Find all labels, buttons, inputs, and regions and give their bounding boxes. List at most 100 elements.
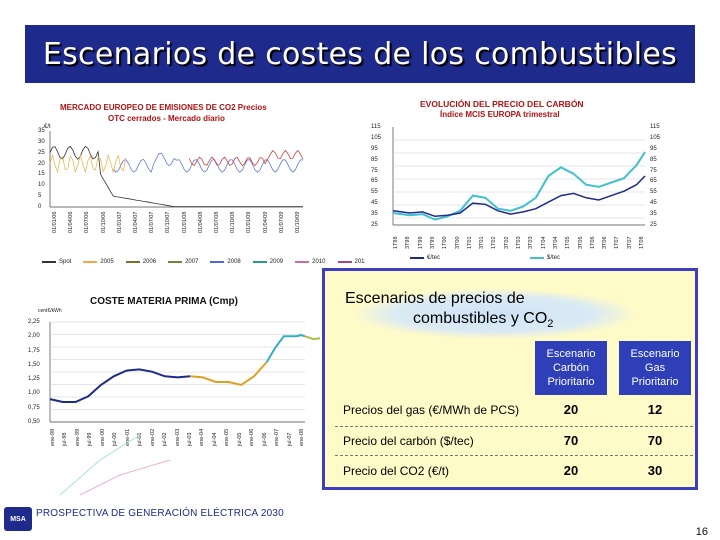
legend-label: 2005: [100, 259, 114, 265]
coal-y-tick-right: 75: [650, 167, 657, 174]
cmp-chart-title: COSTE MATERIA PRIMA (Cmp): [90, 296, 238, 307]
co2-legend-item: 2010: [295, 259, 326, 265]
legend-swatch: [252, 261, 267, 263]
legend-label: 2007: [185, 259, 199, 265]
coal-legend-item: €/tec: [410, 255, 440, 261]
coal-y-tick-right: 95: [650, 145, 657, 152]
legend-swatch: [83, 261, 98, 263]
page-number: 16: [695, 526, 708, 538]
cmp-series-latest: [304, 335, 320, 341]
coal-legend: €/tec $/tec: [410, 255, 560, 261]
title-bar: Escenarios de costes de los combustibles: [25, 25, 695, 83]
legend-label: 2008: [227, 259, 241, 265]
row-gas-carbon: 20: [563, 402, 579, 417]
scenarios-title-line2: combustibles y CO: [413, 310, 548, 327]
row-coal-label: Precio del carbón ($/tec): [343, 434, 474, 448]
cmp-y-tick: 0,50: [28, 419, 40, 425]
coal-y-tick-left: 75: [371, 167, 378, 174]
row-co2-gas: 30: [647, 463, 663, 478]
coal-y-tick-right: 65: [650, 178, 657, 185]
coal-y-tick-right: 85: [650, 156, 657, 163]
legend-label: Spot: [59, 259, 72, 265]
cmp-series-rise: [265, 334, 306, 363]
legend-label: 2009: [269, 259, 284, 265]
cmp-y-tick: 1,25: [28, 376, 40, 383]
cmp-y-tick: 1,00: [28, 390, 40, 397]
coal-plot: [392, 127, 646, 226]
co2-y-tick: 10: [38, 182, 45, 189]
co2-y-tick: 20: [38, 160, 45, 167]
co2-y-tick: 5: [38, 193, 42, 200]
title-highlight: [355, 289, 635, 339]
coal-y-tick-left: 85: [371, 156, 378, 163]
coal-chart: EVOLUCIÓN DEL PRECIO DEL CARBÓN Índice M…: [365, 95, 695, 270]
legend-label: 2006: [142, 259, 157, 265]
legend-swatch: [125, 261, 140, 263]
cmp-y-tick: 0,75: [28, 404, 40, 411]
coal-y-tick-right: 25: [650, 222, 657, 228]
coal-y-tick-left: 45: [371, 200, 378, 207]
coal-y-tick-left: 95: [371, 145, 378, 152]
co2-legend-item: 2011: [337, 259, 368, 265]
scenarios-title-line2-wrap: combustibles y CO2: [345, 309, 553, 334]
legend-swatch: [530, 257, 545, 259]
row-co2-carbon: 20: [563, 463, 579, 478]
co2-series-spot: [49, 145, 303, 207]
co2-y-tick: 35: [38, 128, 45, 134]
co2-legend-item: 2009: [252, 259, 284, 265]
co2-legend-item: 2006: [125, 259, 157, 265]
co2-series-2005: [49, 153, 127, 174]
footer-logo: MSA: [4, 507, 32, 531]
legend-label: €/tec: [427, 255, 441, 261]
coal-y-tick-left: 65: [371, 178, 378, 185]
co2-legend-item: 2007: [168, 259, 198, 265]
legend-label: 2011: [354, 259, 368, 265]
scenarios-title: Escenarios de precios de combustibles y …: [345, 289, 553, 334]
co2-plot: [49, 131, 304, 208]
cmp-chart: COSTE MATERIA PRIMA (Cmp) cent€/kWh 2,25…: [20, 290, 320, 500]
cmp-y-tick: 1,50: [28, 361, 40, 368]
legend-swatch: [168, 261, 183, 263]
cmp-plot: [49, 321, 320, 496]
co2-chart-subtitle: OTC cerrados - Mercado diario: [108, 114, 225, 123]
cmp-series-historic: [49, 368, 191, 403]
legend-label: $/tec: [547, 255, 561, 261]
coal-y-tick-right: 35: [650, 211, 657, 218]
row-divider: [335, 426, 693, 427]
legend-swatch: [42, 261, 56, 263]
co2-y-tick: 15: [38, 171, 45, 178]
slide-title: Escenarios de costes de los combustibles: [42, 36, 678, 72]
row-coal-gas: 70: [647, 433, 663, 448]
co2-chart: MERCADO EUROPEO DE EMISIONES DE CO2 Prec…: [28, 95, 410, 275]
coal-legend-item: $/tec: [530, 255, 560, 261]
co2-unit: €/t: [44, 124, 51, 130]
cmp-y-tick: 1,75: [28, 347, 40, 354]
coal-y-tick-left: 25: [371, 222, 378, 228]
cmp-y-tick: 2,00: [28, 333, 40, 340]
row-co2-label: Precio del CO2 (€/t): [343, 464, 450, 478]
footer-mask: [322, 502, 487, 518]
co2-chart-title: MERCADO EUROPEO DE EMISIONES DE CO2 Prec…: [60, 103, 267, 112]
legend-swatch: [337, 261, 352, 263]
coal-y-tick-left: 115: [371, 124, 381, 130]
coal-y-tick-right: 105: [650, 134, 661, 141]
coal-y-tick-right: 45: [650, 200, 657, 207]
legend-label: 2010: [312, 259, 326, 265]
header-carbon-scenario: Escenario Carbón Prioritario: [535, 341, 607, 395]
co2-series-2008: [113, 152, 304, 173]
co2-legend-item: Spot: [42, 259, 71, 265]
footer-text: PROSPECTIVA DE GENERACIÓN ELÉCTRICA 2030: [36, 508, 284, 519]
row-gas-gas: 12: [647, 402, 663, 417]
cmp-y-tick: 2,25: [28, 319, 40, 325]
co2-legend: Spot20052006200720082009201020112012: [42, 259, 410, 265]
scenarios-title-sub: 2: [547, 318, 554, 331]
coal-y-tick-right: 55: [650, 189, 657, 196]
scenarios-title-line1: Escenarios de precios de: [345, 290, 525, 307]
cmp-unit: cent€/kWh: [38, 308, 62, 314]
coal-y-tick-left: 105: [371, 134, 382, 141]
cmp-series-mid: [190, 361, 268, 386]
co2-legend-item: 2008: [210, 259, 241, 265]
legend-swatch: [410, 257, 424, 259]
legend-swatch: [295, 261, 310, 263]
co2-series-2012: [188, 149, 304, 167]
